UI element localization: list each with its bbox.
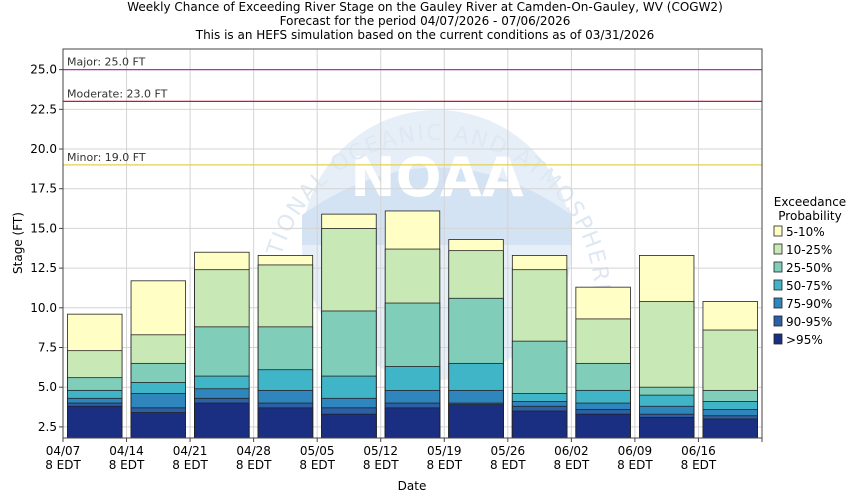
legend-title-line-2: Probability [778, 209, 841, 223]
legend-label: 25-50% [786, 261, 832, 275]
y-tick-label: 5.0 [38, 380, 57, 394]
noaa-watermark-logo-text: NOAA [350, 146, 523, 209]
chart-title-line-3: This is an HEFS simulation based on the … [195, 28, 655, 42]
x-tick-label-date: 05/19 [427, 444, 462, 458]
bar-segment-95-04-07 [67, 405, 123, 439]
legend-swatch [773, 333, 783, 345]
bar-segment-95-04-21 [194, 402, 250, 439]
threshold-label: Moderate: 23.0 FT [67, 87, 168, 100]
x-tick-label-time: 8 EDT [363, 458, 399, 472]
threshold-label: Major: 25.0 FT [67, 56, 146, 69]
y-axis-label: Stage (FT) [11, 212, 25, 274]
y-axis: 2.5 5.0 7.5 10.0 12.5 15.0 17.5 20.0 22.5 25.0 [30, 63, 63, 434]
y-tick-label: 12.5 [30, 261, 57, 275]
x-tick-label-date: 06/02 [554, 444, 589, 458]
legend: Exceedance Probability 5-10% 10-25% 25-50%… [773, 195, 846, 347]
x-tick-label-date: 05/26 [491, 444, 526, 458]
x-tick-label-time: 8 EDT [554, 458, 590, 472]
chart-title: Weekly Chance of Exceeding River Stage o… [127, 0, 723, 42]
x-tick-label-time: 8 EDT [490, 458, 526, 472]
y-tick-label: 15.0 [30, 221, 57, 235]
legend-label: >95% [786, 333, 823, 347]
legend-swatch [773, 261, 783, 273]
y-tick-label: 17.5 [30, 182, 57, 196]
bar-segment-95-04-28 [257, 407, 314, 439]
legend-swatch [773, 243, 783, 255]
x-tick-label-date: 05/05 [300, 444, 335, 458]
y-tick-label: 10.0 [30, 301, 57, 315]
x-tick-label-time: 8 EDT [172, 458, 208, 472]
plot-frame [62, 48, 763, 439]
legend-label: 75-90% [786, 297, 832, 311]
bar-segment-95-06-09 [639, 416, 695, 439]
x-tick-label-time: 8 EDT [617, 458, 653, 472]
legend-label: 50-75% [786, 279, 832, 293]
threshold-label: Minor: 19.0 FT [67, 151, 146, 164]
legend-swatch [773, 297, 783, 309]
x-tick-label-date: 04/28 [236, 444, 271, 458]
x-tick-label-date: 05/12 [363, 444, 398, 458]
y-tick-label: 2.5 [38, 420, 57, 434]
bar-segment-95-05-19 [448, 404, 504, 439]
legend-label: 90-95% [786, 315, 832, 329]
bar-segment-95-06-16 [702, 418, 758, 439]
y-tick-label: 7.5 [38, 340, 57, 354]
chart-title-line-1: Weekly Chance of Exceeding River Stage o… [127, 0, 723, 14]
x-tick-label-time: 8 EDT [236, 458, 272, 472]
x-tick-label-time: 8 EDT [426, 458, 462, 472]
x-tick-label-time: 8 EDT [681, 458, 717, 472]
bar-segment-95-06-02 [575, 413, 631, 439]
x-tick-label-time: 8 EDT [45, 458, 81, 472]
legend-label: 5-10% [786, 225, 825, 239]
x-tick-label-date: 04/07 [46, 444, 81, 458]
legend-swatch [773, 279, 783, 291]
y-tick-label: 22.5 [30, 102, 57, 116]
bars [67, 210, 758, 439]
legend-swatch [773, 315, 783, 327]
x-tick-label-date: 06/16 [681, 444, 716, 458]
x-axis-label: Date [398, 479, 427, 493]
x-tick-label-date: 04/21 [173, 444, 208, 458]
x-tick-label-time: 8 EDT [299, 458, 335, 472]
bar-segment-95-05-05 [321, 413, 377, 439]
chart-title-line-2: Forecast for the period 04/07/2026 - 07/… [280, 14, 571, 28]
bar-segment-95-04-14 [130, 412, 186, 439]
legend-swatch [773, 225, 783, 237]
bar-segment-95-05-12 [384, 407, 441, 439]
bar-segment-95-05-26 [511, 410, 568, 439]
x-tick-label-date: 06/09 [618, 444, 653, 458]
y-tick-label: 20.0 [30, 142, 57, 156]
x-tick-label-date: 04/14 [109, 444, 144, 458]
flood-thresholds: Major: 25.0 FT Moderate: 23.0 FT Minor: 19… [63, 56, 762, 166]
y-tick-label: 25.0 [30, 63, 57, 77]
legend-label: 10-25% [786, 243, 832, 257]
x-tick-label-time: 8 EDT [109, 458, 145, 472]
legend-title-line-1: Exceedance [774, 195, 846, 209]
